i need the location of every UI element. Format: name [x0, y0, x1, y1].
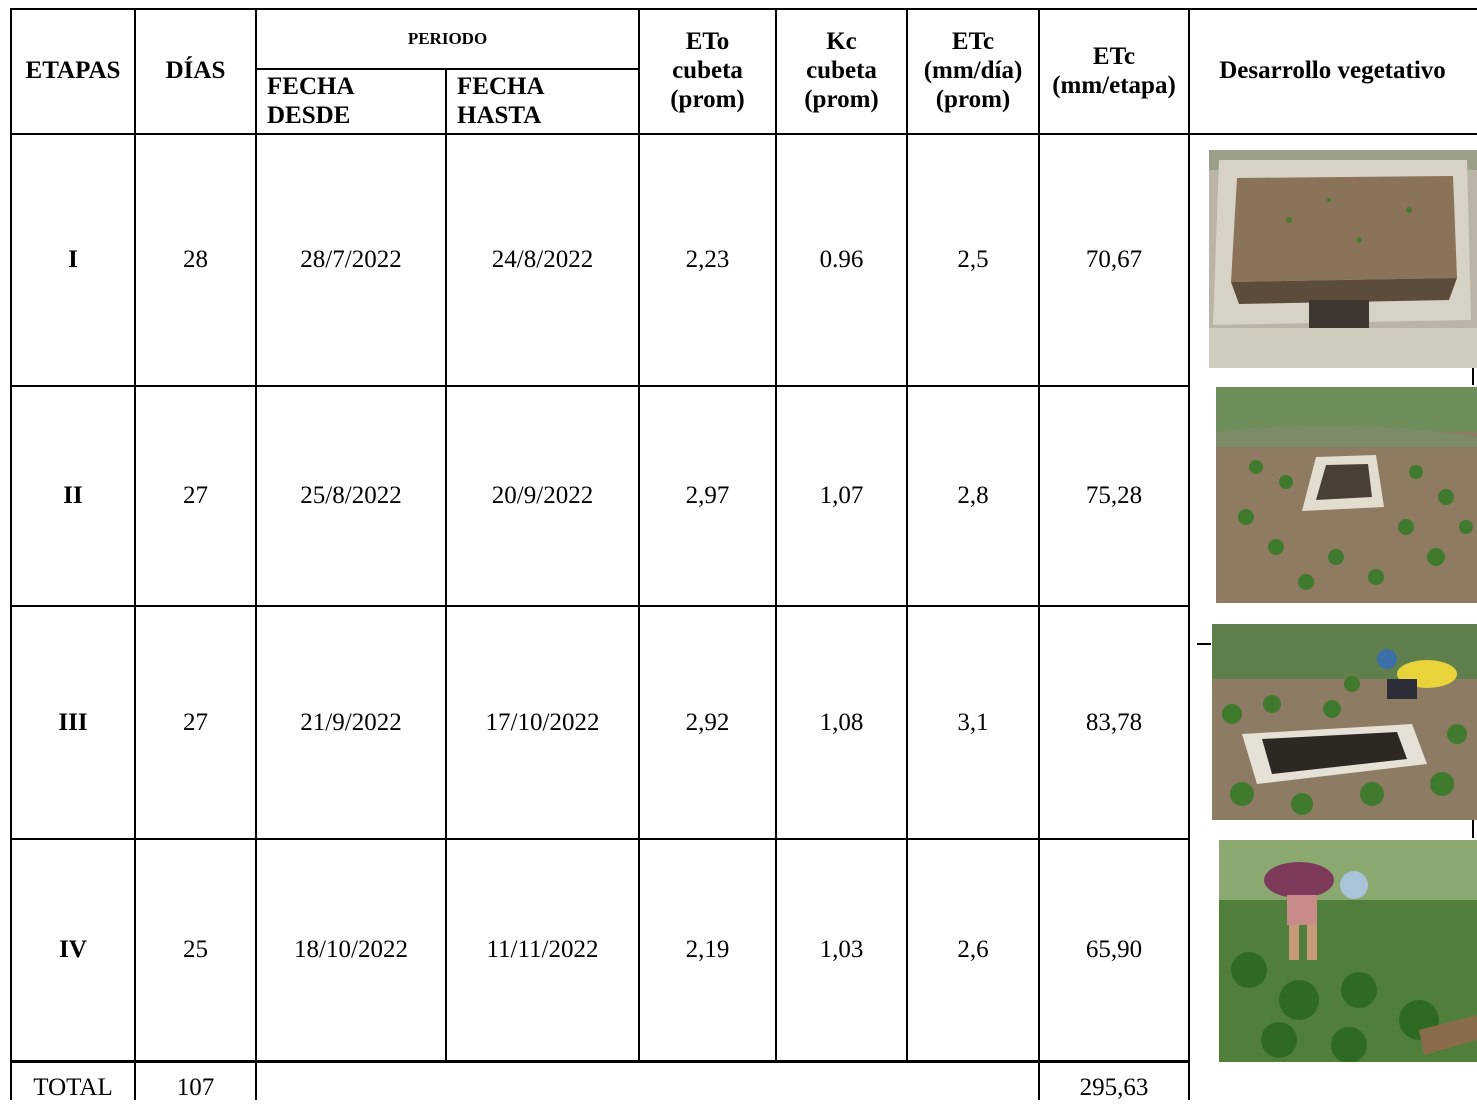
row-1-etc-etapa: 70,67	[1085, 246, 1143, 273]
row-3-dias: 27	[183, 708, 208, 736]
right-edge-tick-1	[1472, 367, 1474, 385]
row-2-etc-etapa: 75,28	[1085, 482, 1143, 509]
header-kc-line3: (prom)	[804, 85, 879, 113]
photo-seedlings	[1216, 387, 1477, 603]
header-eto-line3: (prom)	[670, 85, 745, 113]
header-kc: Kc cubeta (prom)	[777, 10, 906, 133]
row-4-eto: 2,19	[685, 936, 730, 963]
row-3-etapa: III	[58, 708, 88, 736]
col-divider-etc-dia	[906, 8, 908, 1062]
row-3-etc-etapa: 83,78	[1085, 708, 1143, 736]
photo-person-crouching	[1212, 624, 1477, 820]
row-4-etc-etapa: 65,90	[1085, 936, 1143, 963]
col-divider-desarrollo	[1188, 8, 1190, 1100]
row-4-etapa: IV	[59, 936, 87, 963]
right-edge-tick-2	[1472, 820, 1474, 838]
col-divider-hasta	[445, 68, 447, 1062]
row-2-etc-dia: 2,8	[957, 482, 989, 509]
total-label: TOTAL	[33, 1074, 113, 1101]
total-dias: 107	[176, 1074, 215, 1101]
row-1-kc: 0.96	[819, 246, 864, 273]
table-left-border	[10, 8, 12, 1100]
photo-empty-plot	[1209, 150, 1477, 368]
header-etc-etapa-line2: (mm/etapa)	[1052, 71, 1176, 99]
row-2-kc: 1,07	[819, 482, 864, 509]
col-divider-desde	[255, 8, 257, 1100]
header-etc-etapa: ETc (mm/etapa)	[1040, 10, 1188, 133]
header-periodo: PERIODO	[407, 29, 488, 49]
row-2-desde: 25/8/2022	[300, 482, 402, 509]
periodo-divider	[256, 68, 639, 70]
header-kc-line2: cubeta	[806, 57, 877, 85]
header-kc-line1: Kc	[826, 28, 857, 56]
header-fecha-hasta: FECHA HASTA	[457, 72, 544, 129]
col-divider-kc	[775, 8, 777, 1062]
header-eto: ETo cubeta (prom)	[640, 10, 775, 133]
header-etc-dia-line3: (prom)	[935, 85, 1011, 113]
row-4-kc: 1,03	[819, 936, 864, 963]
header-etc-dia-line2: (mm/día)	[923, 57, 1023, 85]
row-3-desde: 21/9/2022	[300, 708, 402, 736]
header-etc-dia: ETc (mm/día) (prom)	[908, 10, 1038, 133]
row-2-bottom-border	[10, 605, 1190, 607]
total-etc-etapa: 295,63	[1079, 1074, 1149, 1101]
row-1-dias: 28	[183, 246, 208, 273]
header-bottom-border	[10, 133, 1477, 135]
row-4-hasta: 11/11/2022	[486, 936, 599, 963]
header-etc-etapa-line1: ETc	[1092, 42, 1136, 70]
row-3-etc-dia: 3,1	[957, 708, 989, 736]
row-1-etapa: I	[68, 246, 78, 273]
header-desarrollo: Desarrollo vegetativo	[1219, 57, 1446, 85]
header-fecha-desde: FECHA DESDE	[267, 72, 354, 129]
table-top-border	[10, 8, 1477, 10]
row-4-bottom-border	[10, 1060, 1190, 1063]
row-1-etc-dia: 2,5	[957, 246, 989, 273]
row-2-hasta: 20/9/2022	[491, 482, 594, 509]
header-dias: DÍAS	[165, 57, 226, 85]
row-1-hasta: 24/8/2022	[491, 246, 594, 273]
col-divider-dias	[134, 8, 136, 1100]
row-2-dias: 27	[183, 482, 208, 509]
row-2-eto: 2,97	[685, 482, 730, 509]
col-divider-etc-etapa	[1038, 8, 1040, 1100]
row-3-kc: 1,08	[819, 708, 864, 736]
row-2-etapa: II	[63, 482, 83, 509]
row-1-bottom-border	[10, 385, 1190, 387]
row-3-image-tick	[1197, 643, 1211, 645]
row-4-etc-dia: 2,6	[957, 936, 989, 963]
photo-person-bending	[1219, 840, 1477, 1062]
header-etapas: ETAPAS	[25, 57, 121, 85]
row-1-desde: 28/7/2022	[300, 246, 402, 273]
row-1-eto: 2,23	[685, 246, 730, 273]
row-3-hasta: 17/10/2022	[485, 708, 600, 736]
header-etc-dia-line1: ETc	[951, 28, 995, 56]
header-eto-line1: ETo	[685, 28, 730, 56]
col-divider-eto	[638, 8, 640, 1062]
row-4-desde: 18/10/2022	[294, 936, 408, 963]
row-3-eto: 2,92	[685, 708, 730, 736]
row-4-dias: 25	[183, 936, 208, 963]
row-3-bottom-border	[10, 838, 1190, 840]
header-eto-line2: cubeta	[672, 57, 743, 85]
